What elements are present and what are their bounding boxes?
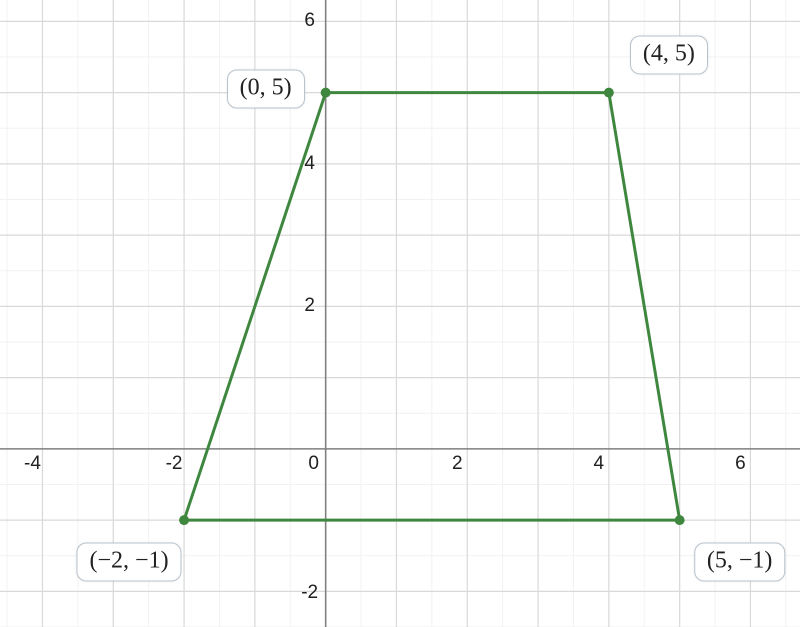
vertex-point-2: [604, 88, 614, 98]
vertex-point-3: [675, 515, 685, 525]
coordinate-plane: [0, 0, 800, 627]
y-tick-label: 6: [304, 10, 315, 32]
vertex-point-1: [321, 88, 331, 98]
y-tick-label: 2: [304, 295, 315, 317]
vertex-label-3: (5, −1): [694, 543, 786, 582]
y-tick-label: -2: [301, 582, 318, 604]
vertex-label-1: (0, 5): [227, 69, 305, 108]
x-tick-label: 2: [452, 453, 463, 475]
x-tick-label: -4: [24, 453, 41, 475]
x-tick-label: 4: [594, 453, 605, 475]
x-tick-label: 6: [735, 453, 746, 475]
vertex-label-0: (−2, −1): [77, 543, 182, 582]
x-tick-label: 0: [308, 453, 319, 475]
vertex-label-2: (4, 5): [630, 35, 708, 74]
x-tick-label: -2: [166, 453, 183, 475]
vertex-point-0: [179, 515, 189, 525]
y-tick-label: 4: [304, 153, 315, 175]
